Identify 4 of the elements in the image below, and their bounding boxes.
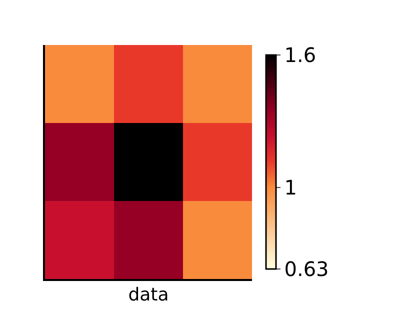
color-bar-label: 1 [284,175,297,200]
color-bar-label: 0.63 [284,257,329,281]
color-bar-label: 1.6 [284,43,316,67]
x-axis-title: data [128,284,169,306]
